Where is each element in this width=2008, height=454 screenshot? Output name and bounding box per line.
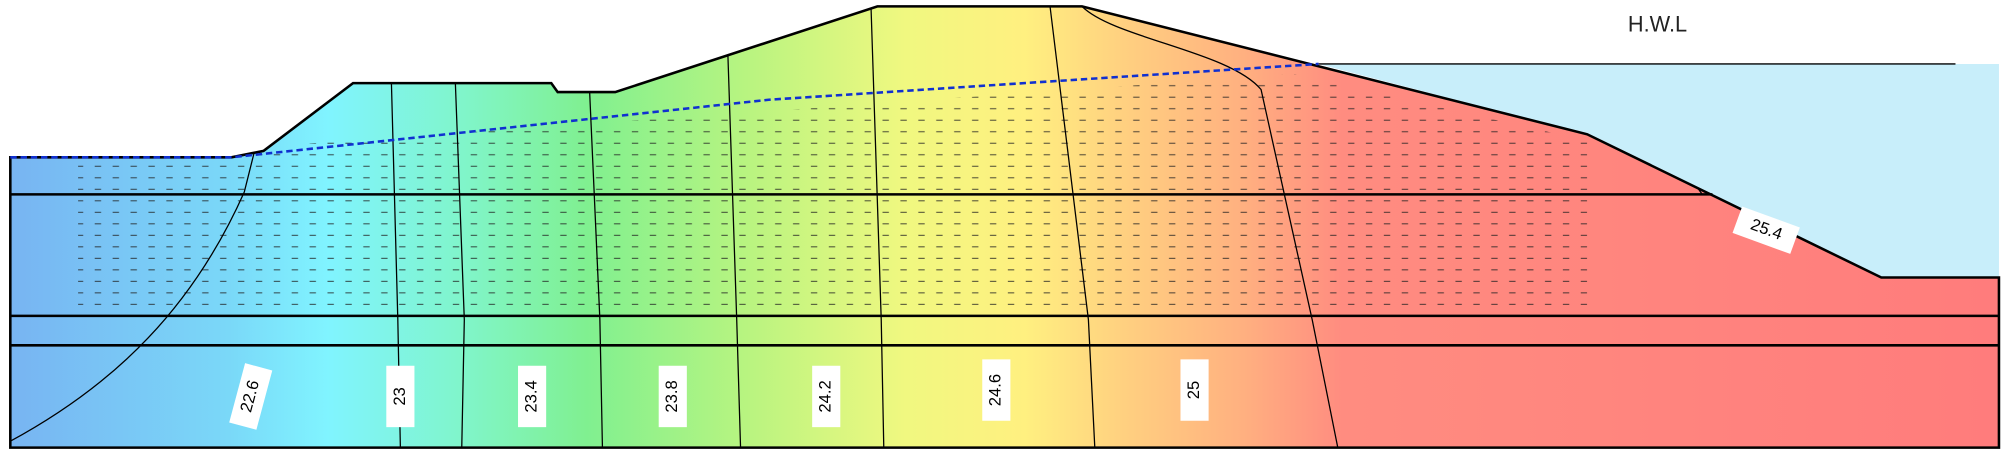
contour-line [454,83,465,448]
contour-label: 24.2 [812,365,841,428]
label-box [658,365,687,428]
layer-lines [10,193,1999,347]
contour-line [1049,6,1096,448]
label-box [386,365,415,428]
contour-label: 23 [386,365,415,428]
label-text: 24.6 [986,374,1005,406]
water-level-label: H.W.L [1628,11,1687,36]
label-text: 23.8 [662,380,681,412]
contour-label: 25 [1180,359,1209,421]
label-box [229,363,273,430]
contour-label: 23.8 [658,365,687,428]
label-box [812,365,841,428]
label-box [1180,359,1209,421]
contour-label: 24.6 [982,359,1011,421]
contour-line [10,140,258,442]
contour-line [1081,6,1339,448]
contour-line [870,6,885,448]
contour-line [727,51,742,448]
contour-label: 23.4 [518,365,547,428]
phreatic-line [10,62,1319,159]
contour-line [589,92,604,448]
label-box [518,365,547,428]
label-text: 24.2 [816,380,835,412]
label-box [982,359,1011,421]
label-box [1732,206,1800,254]
contour-lines [10,6,1703,448]
label-text: 23.4 [521,380,540,412]
label-text: 25 [1184,381,1203,399]
contour-label: 22.6 [229,363,273,430]
label-text: 23 [390,387,409,405]
reservoir-water [1318,63,1999,278]
